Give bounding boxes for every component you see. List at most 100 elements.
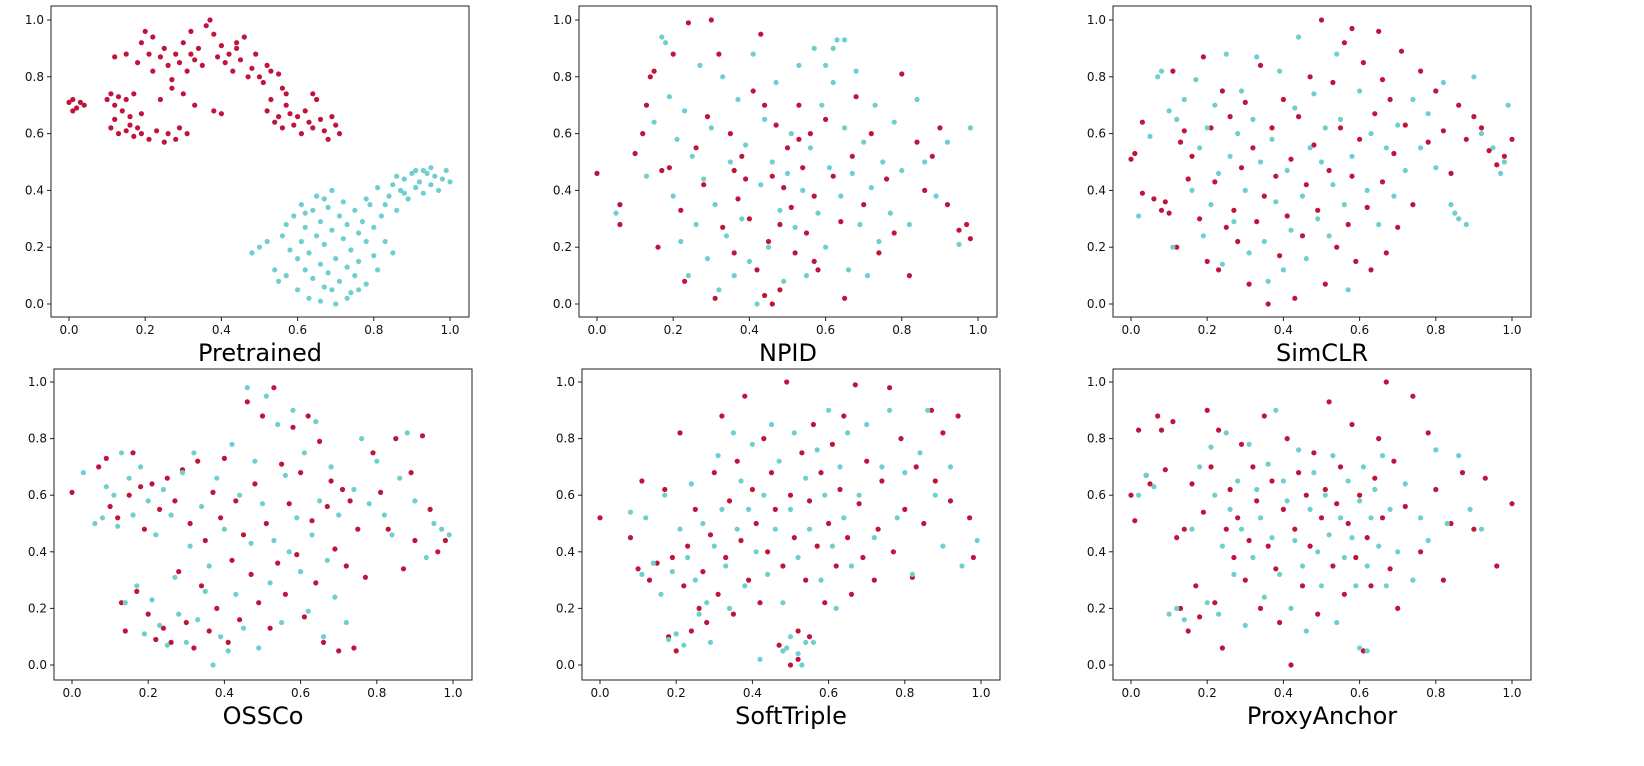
scatter-point	[230, 68, 236, 74]
scatter-point	[769, 173, 775, 179]
scatter-point	[1395, 122, 1401, 128]
scatter-point	[1311, 470, 1317, 476]
scatter-point	[726, 498, 733, 504]
scatter-point	[165, 62, 171, 68]
scatter-point	[295, 287, 301, 293]
scatter-point	[1223, 526, 1229, 532]
scatter-point	[367, 202, 373, 208]
scatter-point	[723, 554, 729, 561]
scatter-point	[803, 273, 810, 279]
scatter-point	[646, 577, 653, 583]
scatter-point	[1231, 554, 1237, 561]
scatter-point	[301, 450, 307, 456]
scatter-point	[237, 57, 244, 63]
scatter-point	[826, 165, 833, 171]
scatter-point	[1357, 492, 1363, 498]
scatter-point	[902, 470, 908, 476]
scatter-point	[157, 54, 163, 60]
scatter-point	[428, 165, 434, 171]
scatter-point	[352, 273, 358, 279]
scatter-point	[800, 165, 806, 171]
scatter-point	[720, 224, 726, 230]
scatter-point	[1204, 125, 1210, 131]
scatter-point	[1379, 453, 1386, 459]
scatter-point	[325, 136, 331, 142]
scatter-point	[1341, 591, 1347, 597]
scatter-point	[229, 557, 235, 563]
scatter-point	[164, 642, 170, 648]
x-tick-label: 0.2	[664, 323, 683, 337]
scatter-point	[283, 273, 289, 279]
scatter-point	[1151, 484, 1157, 490]
scatter-point	[291, 213, 297, 219]
scatter-point	[1273, 173, 1279, 179]
scatter-point	[1185, 628, 1191, 634]
scatter-point	[1433, 486, 1439, 493]
scatter-point	[340, 199, 346, 205]
scatter-point	[658, 591, 664, 597]
scatter-point	[639, 571, 645, 578]
scatter-point	[826, 407, 832, 413]
scatter-point	[947, 498, 954, 504]
scatter-point	[1299, 233, 1306, 239]
y-tick-label: 0.6	[556, 488, 575, 502]
scatter-point	[1147, 133, 1153, 139]
scatter-point	[336, 278, 343, 284]
scatter-point	[1181, 128, 1187, 134]
scatter-point	[1132, 150, 1138, 157]
scatter-point	[1200, 233, 1206, 239]
scatter-point	[833, 563, 839, 569]
scatter-point	[348, 247, 354, 253]
scatter-panel: 0.0 0.2 0.4 0.6 0.8 1.0 0.0 0.2 0.4 0.6 0.8 1.0 Pret…	[25, 5, 470, 367]
x-tick-label: 1.0	[968, 323, 987, 337]
scatter-point	[142, 28, 148, 34]
scatter-point	[1257, 159, 1264, 165]
scatter-point	[597, 515, 603, 521]
scatter-point	[206, 563, 212, 569]
scatter-point	[348, 290, 354, 296]
scatter-point	[176, 60, 183, 66]
scatter-point	[800, 187, 806, 193]
scatter-point	[1170, 68, 1176, 74]
scatter-point	[248, 571, 254, 578]
scatter-point	[727, 159, 734, 165]
scatter-point	[81, 102, 87, 108]
scatter-point	[1227, 114, 1233, 120]
scatter-point	[218, 43, 224, 49]
scatter-point	[122, 600, 128, 606]
scatter-point	[1486, 148, 1492, 154]
scatter-point	[397, 187, 404, 193]
scatter-point	[891, 119, 897, 125]
scatter-point	[183, 619, 189, 626]
scatter-point	[199, 62, 205, 68]
y-tick-label: 0.8	[28, 432, 47, 446]
scatter-point	[823, 62, 829, 68]
scatter-point	[842, 295, 848, 301]
scatter-point	[685, 273, 692, 279]
scatter-point	[701, 176, 707, 182]
scatter-point	[743, 176, 749, 182]
scatter-point	[829, 543, 836, 549]
scatter-point	[1219, 88, 1225, 94]
scatter-point	[913, 464, 919, 470]
scatter-point	[295, 256, 301, 262]
scatter-point	[670, 193, 676, 199]
scatter-point	[940, 430, 946, 436]
scatter-point	[382, 202, 388, 208]
scatter-point	[195, 617, 201, 623]
scatter-point	[1147, 481, 1153, 487]
scatter-point	[754, 301, 760, 307]
scatter-point	[356, 287, 362, 293]
scatter-point	[172, 574, 178, 580]
scatter-point	[1254, 486, 1260, 493]
scatter-point	[1364, 187, 1370, 193]
scatter-point	[784, 645, 790, 651]
scatter-point	[1246, 441, 1252, 447]
scatter-point	[1334, 501, 1340, 507]
scatter-point	[1360, 60, 1366, 66]
scatter-point	[651, 68, 657, 74]
scatter-point	[413, 167, 419, 174]
scatter-point	[814, 543, 820, 549]
scatter-point	[1231, 219, 1237, 225]
scatter-point	[682, 278, 688, 284]
